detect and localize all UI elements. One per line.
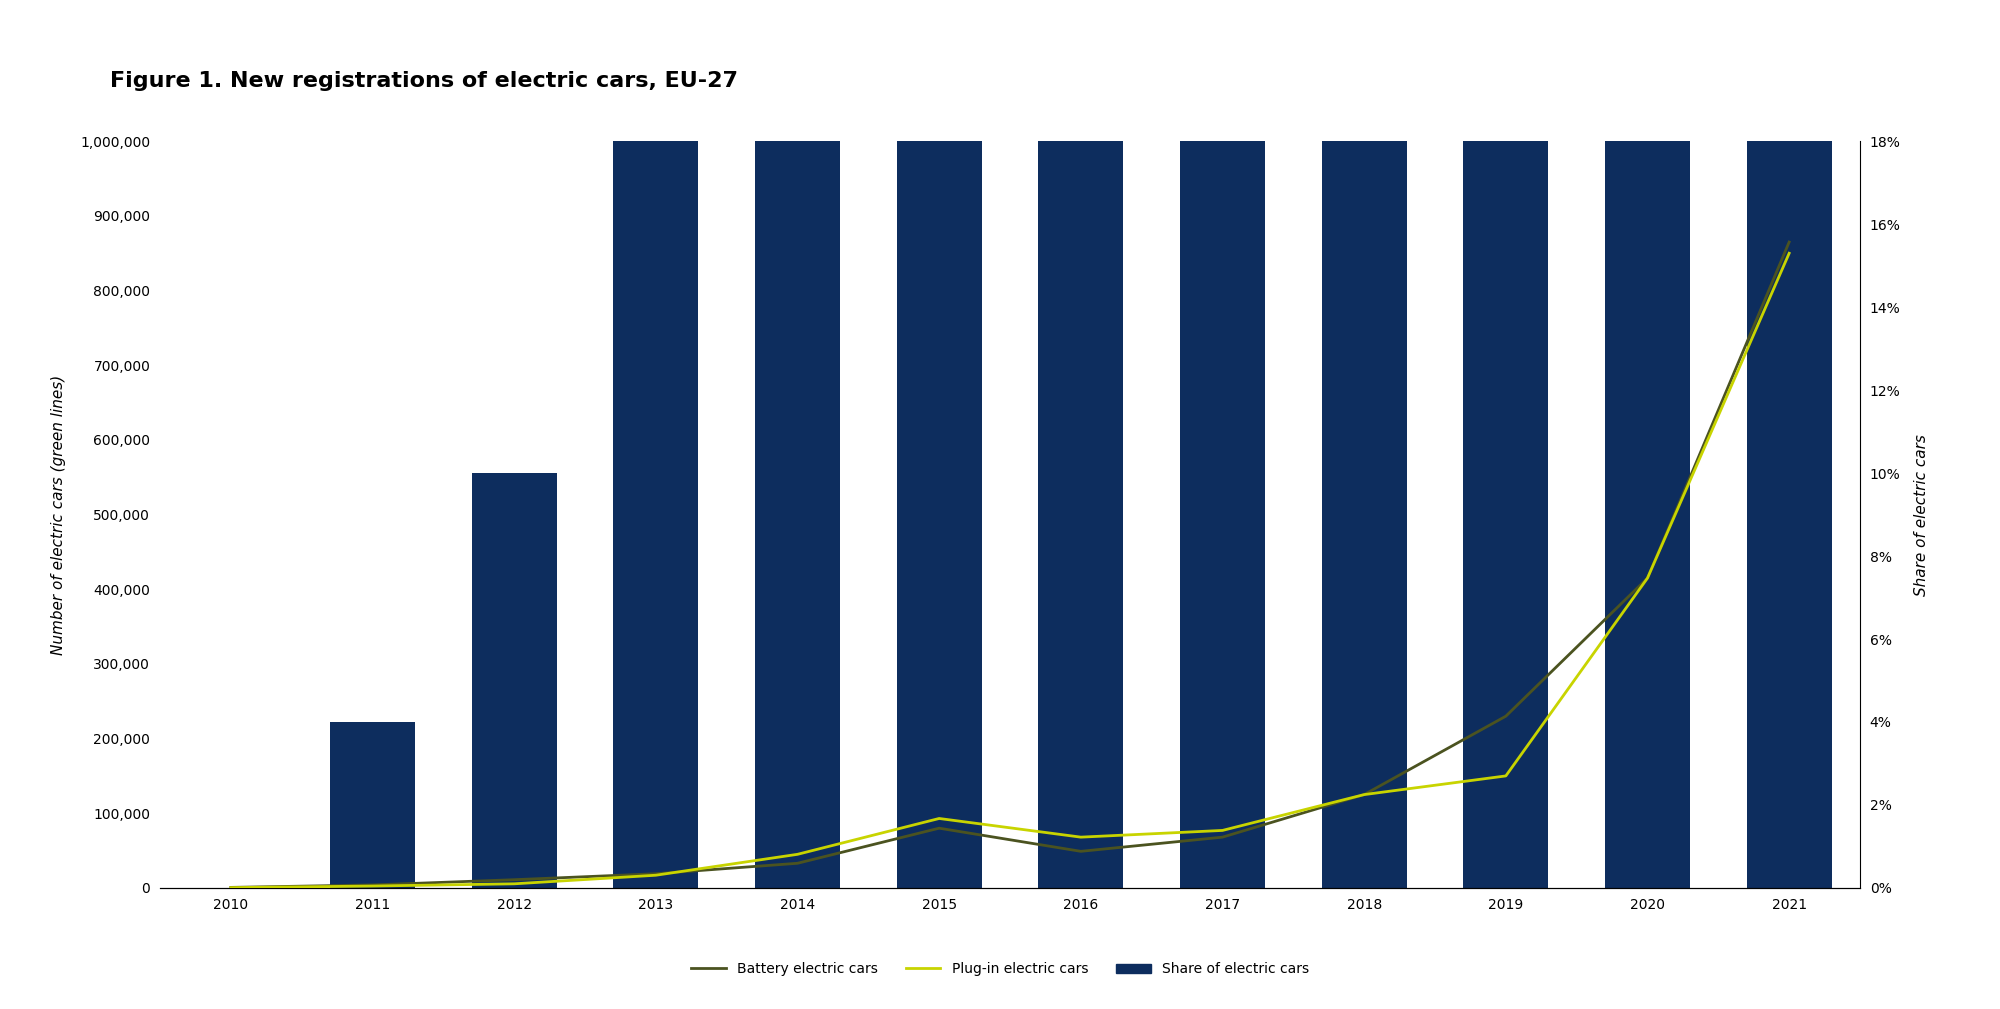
- Plug-in electric cars: [1068, 831, 1092, 844]
- Bar: [1322, 0, 1406, 888]
- Plug-in electric cars: [360, 880, 384, 892]
- Battery electric cars: [502, 874, 526, 886]
- Y-axis label: Share of electric cars: Share of electric cars: [1914, 434, 1930, 595]
- Plug-in electric cars: [218, 882, 242, 894]
- Bar: [1180, 0, 1264, 888]
- Plug-in electric cars: [928, 812, 952, 824]
- Plug-in electric cars: [786, 849, 810, 861]
- Battery electric cars: [1778, 236, 1802, 248]
- Text: Figure 1. New registrations of electric cars, EU-27: Figure 1. New registrations of electric …: [110, 71, 738, 91]
- Bar: [896, 0, 982, 888]
- Line: Battery electric cars: Battery electric cars: [230, 242, 1790, 887]
- Plug-in electric cars: [1494, 770, 1518, 782]
- Bar: [472, 473, 556, 888]
- Bar: [330, 722, 414, 888]
- Battery electric cars: [1210, 831, 1234, 844]
- Plug-in electric cars: [502, 878, 526, 890]
- Battery electric cars: [1494, 710, 1518, 722]
- Bar: [614, 59, 698, 888]
- Bar: [1038, 0, 1124, 888]
- Battery electric cars: [644, 868, 668, 880]
- Plug-in electric cars: [1778, 247, 1802, 259]
- Legend: Battery electric cars, Plug-in electric cars, Share of electric cars: Battery electric cars, Plug-in electric …: [686, 957, 1314, 982]
- Y-axis label: Number of electric cars (green lines): Number of electric cars (green lines): [52, 374, 66, 655]
- Battery electric cars: [786, 858, 810, 870]
- Battery electric cars: [218, 881, 242, 893]
- Battery electric cars: [1352, 789, 1376, 801]
- Battery electric cars: [1636, 572, 1660, 584]
- Bar: [756, 0, 840, 888]
- Plug-in electric cars: [1636, 572, 1660, 584]
- Bar: [1604, 0, 1690, 888]
- Battery electric cars: [1068, 846, 1092, 858]
- Plug-in electric cars: [1210, 824, 1234, 836]
- Line: Plug-in electric cars: Plug-in electric cars: [230, 253, 1790, 888]
- Battery electric cars: [928, 822, 952, 834]
- Battery electric cars: [360, 879, 384, 891]
- Plug-in electric cars: [1352, 789, 1376, 801]
- Bar: [1746, 0, 1832, 888]
- Bar: [1464, 0, 1548, 888]
- Plug-in electric cars: [644, 869, 668, 881]
